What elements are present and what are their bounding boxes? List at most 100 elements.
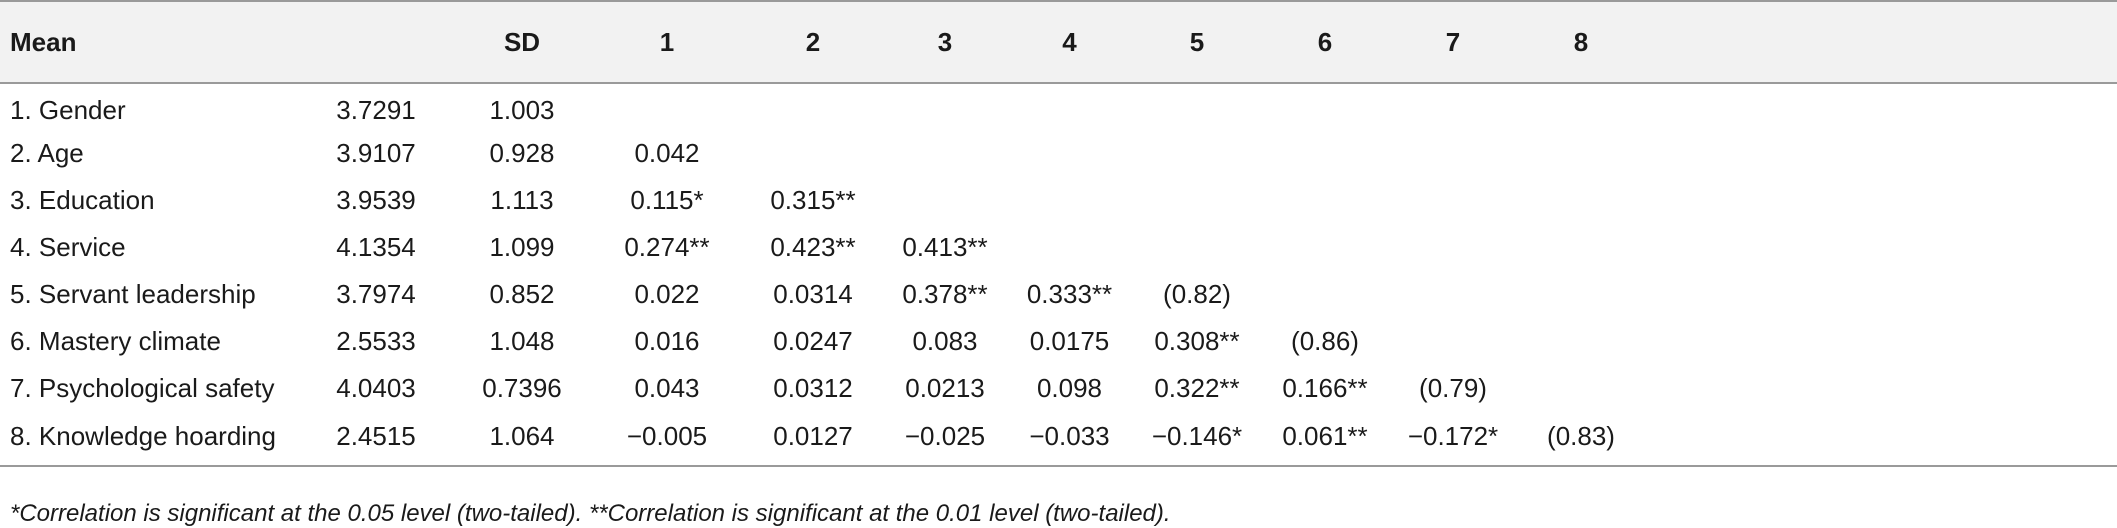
table-cell: [1517, 365, 1645, 412]
table-cell: (0.82): [1163, 279, 1231, 309]
table-cell: 0.378**: [902, 279, 988, 309]
table-cell: 0.0247: [773, 326, 853, 356]
row-label: 3. Education: [10, 185, 155, 215]
header-row: Mean SD12345678Rho_A: [0, 0, 2117, 84]
table-cell: (0.86): [1291, 326, 1359, 356]
table-cell: [884, 130, 1006, 177]
table-cell: 0.115*: [630, 185, 704, 215]
column-header: Rho_A: [1645, 0, 2117, 84]
table-cell: [1133, 224, 1261, 271]
table-cell: −0.005: [592, 412, 742, 467]
table-cell: 1.113: [490, 185, 554, 215]
table-cell: 0.852: [489, 279, 555, 309]
table-cell: 0.0127: [742, 412, 884, 467]
table-cell: [1006, 224, 1133, 271]
table-cell: [1517, 271, 1645, 318]
column-header: 6: [1261, 0, 1389, 84]
table-row: 4. Service 4.1354 1.099 0.274** 0.423** 0.413…: [0, 224, 2117, 271]
column-header: SD: [452, 0, 592, 84]
table-cell: [1517, 224, 1645, 271]
table-cell: 3.9107: [336, 138, 416, 168]
table-cell: [1261, 130, 1389, 177]
column-header: 1: [592, 0, 742, 84]
table-cell: 0.928: [489, 138, 555, 168]
row-label: 2. Age: [10, 138, 84, 168]
table-cell: −0.025: [884, 412, 1006, 467]
table-cell: –: [1645, 130, 2117, 177]
table-cell: (0.81): [1645, 365, 2117, 412]
table-cell: 0.0175: [1029, 326, 1110, 356]
table-cell: 0.274**: [624, 232, 710, 262]
table-cell: 0.0314: [773, 279, 853, 309]
table-header: Mean SD12345678Rho_A: [0, 0, 2117, 84]
table-cell: [1389, 271, 1517, 318]
table-cell: 2.4515: [300, 412, 452, 467]
table-cell: –: [1645, 177, 2117, 224]
column-header: 7: [1389, 0, 1517, 84]
correlation-table: Mean SD12345678Rho_A 1. Gender 3.7291 1.003…: [0, 0, 2117, 467]
table-body: 1. Gender 3.7291 1.003 – 2. Age 3.9107 0.928 0.…: [0, 83, 2117, 467]
table-cell: (0.87): [1645, 318, 2117, 365]
table-cell: [1133, 83, 1261, 130]
table-cell: [1133, 177, 1261, 224]
table-cell: 1.064: [452, 412, 592, 467]
table-cell: 0.315**: [770, 185, 856, 215]
row-label: 5. Servant leadership: [10, 279, 256, 309]
table-cell: [1006, 130, 1133, 177]
table-cell: 0.022: [634, 279, 700, 309]
table-cell: 0.098: [1036, 373, 1103, 403]
table-cell: [1133, 130, 1261, 177]
table-cell: [1006, 177, 1133, 224]
column-header: 3: [884, 0, 1006, 84]
column-header: Mean: [0, 0, 300, 84]
table-cell: 4.1354: [336, 232, 416, 262]
table-cell: 0.083: [912, 326, 978, 356]
row-label: 7. Psychological safety: [10, 373, 275, 403]
table-cell: 0.043: [634, 373, 700, 403]
table-cell: 1.099: [489, 232, 555, 262]
table-cell: [1389, 224, 1517, 271]
table-cell: (0.83): [1517, 412, 1645, 467]
row-label: 1. Gender: [10, 94, 126, 125]
table-cell: [884, 83, 1006, 130]
table-cell: [1517, 83, 1645, 130]
table-cell: −0.146*: [1133, 412, 1261, 467]
table-cell: [1006, 83, 1133, 130]
table-cell: 0.042: [634, 138, 700, 168]
column-header: 2: [742, 0, 884, 84]
table-cell: (0.85): [1645, 412, 2117, 467]
table-cell: 1.048: [489, 326, 555, 356]
table-cell: (0.84): [1645, 271, 2117, 318]
table-row: 6. Mastery climate 2.5533 1.048 0.016 0.0247…: [0, 318, 2117, 365]
table-cell: 1.003: [489, 94, 555, 125]
table-cell: 0.413**: [902, 232, 988, 262]
table-cell: [1261, 177, 1389, 224]
row-label: 6. Mastery climate: [10, 326, 221, 356]
table-cell: 0.061**: [1261, 412, 1389, 467]
table-cell: −0.033: [1006, 412, 1133, 467]
table-cell: [1389, 318, 1517, 365]
table-cell: [1389, 83, 1517, 130]
table-cell: −0.172*: [1389, 412, 1517, 467]
table-cell: 0.322**: [1154, 373, 1240, 403]
row-label: 4. Service: [10, 232, 126, 262]
table-cell: 4.0403: [336, 373, 416, 403]
table-cell: 3.7291: [336, 94, 416, 125]
table-cell: 0.423**: [770, 232, 856, 262]
table-row: 2. Age 3.9107 0.928 0.042 –: [0, 130, 2117, 177]
table-cell: –: [1645, 83, 2117, 130]
table-cell: [1261, 224, 1389, 271]
table-cell: –: [1645, 224, 2117, 271]
table-cell: 2.5533: [336, 326, 416, 356]
table-cell: 0.0213: [905, 373, 985, 403]
table-cell: 0.7396: [482, 373, 562, 403]
table-cell: 0.0312: [773, 373, 853, 403]
table-cell: (0.79): [1419, 373, 1487, 403]
column-header: 5: [1133, 0, 1261, 84]
table-cell: 0.166**: [1282, 373, 1368, 403]
table-cell: 0.333**: [1026, 279, 1113, 309]
table-cell: [1261, 83, 1389, 130]
column-header: [300, 0, 452, 84]
table-cell: [742, 83, 884, 130]
table-cell: [1517, 318, 1645, 365]
